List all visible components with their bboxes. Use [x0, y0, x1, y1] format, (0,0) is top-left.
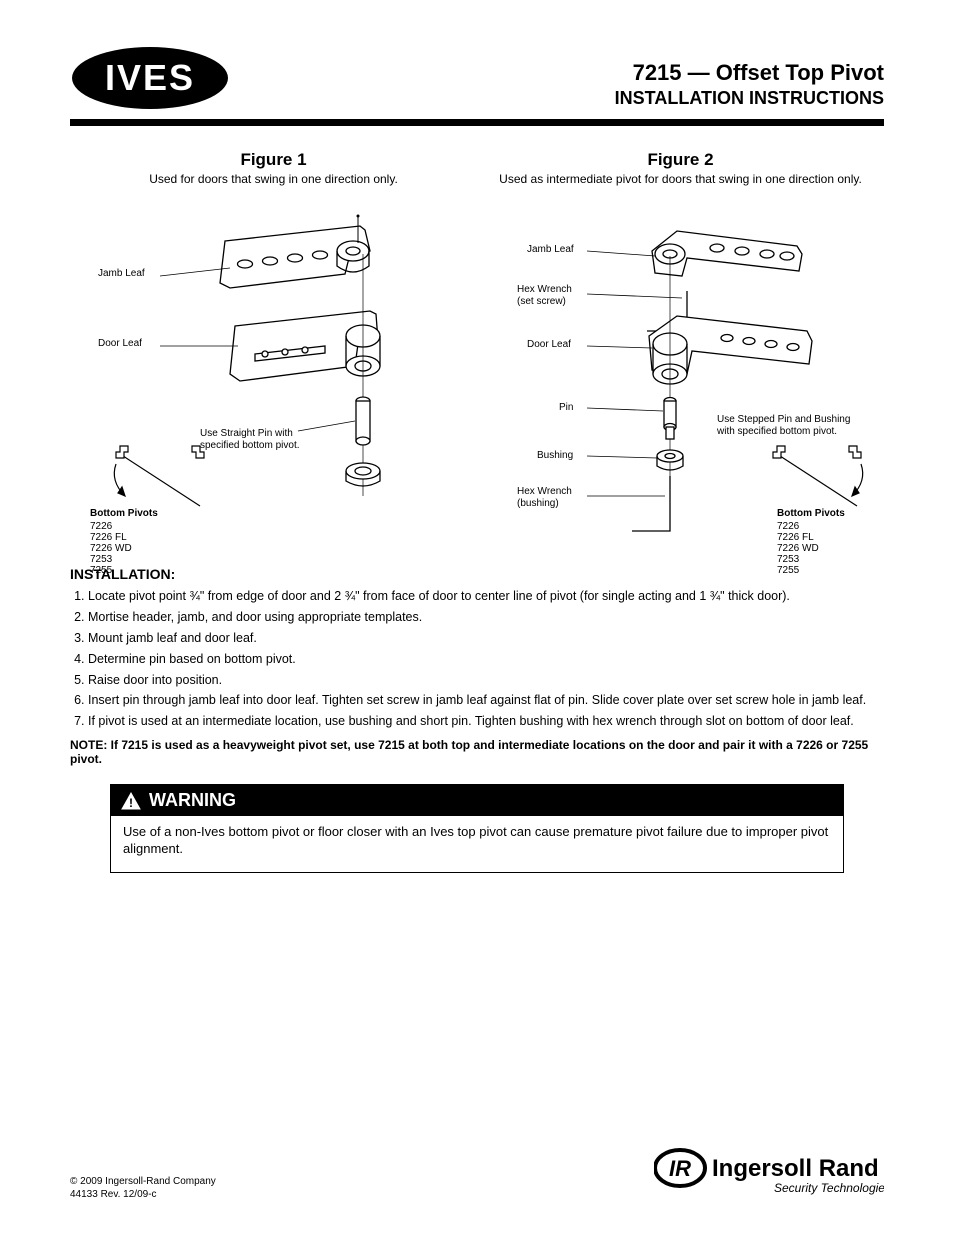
- fig2-pin-label: Pin: [559, 402, 573, 414]
- figure2-desc: Used as intermediate pivot for doors tha…: [477, 172, 884, 186]
- install-step: Determine pin based on bottom pivot.: [88, 651, 884, 668]
- figure1-diagram: Jamb Leaf Door Leaf Use Straight Pin wit…: [70, 196, 477, 556]
- fig2-door-label: Door Leaf: [527, 339, 571, 351]
- fig1-bottom-list: 7226 7226 FL 7226 WD 7253 7255: [90, 521, 132, 576]
- svg-text:IR: IR: [669, 1156, 691, 1181]
- footer-code: 44133 Rev. 12/09-c: [70, 1188, 216, 1201]
- ingersoll-rand-logo: IR Ingersoll Rand Security Technologies: [654, 1146, 884, 1201]
- warning-header: ! WARNING: [111, 785, 843, 816]
- figure2-title: Figure 2: [477, 150, 884, 170]
- header-rule: [70, 119, 884, 126]
- installation-steps: Locate pivot point ¾" from edge of door …: [70, 588, 884, 730]
- install-step: Mount jamb leaf and door leaf.: [88, 630, 884, 647]
- warning-body: Use of a non-Ives bottom pivot or floor …: [111, 816, 843, 872]
- install-step: Insert pin through jamb leaf into door l…: [88, 692, 884, 709]
- doc-subtitle: INSTALLATION INSTRUCTIONS: [250, 88, 884, 109]
- footer: © 2009 Ingersoll-Rand Company 44133 Rev.…: [70, 1146, 884, 1201]
- figure-headers: Figure 1 Used for doors that swing in on…: [70, 150, 884, 186]
- fig1-door-label: Door Leaf: [98, 338, 142, 350]
- figure2-diagram: Jamb Leaf Hex Wrench (set screw) Door Le…: [477, 196, 884, 556]
- install-step: Raise door into position.: [88, 672, 884, 689]
- fig2-bottom-label: Bottom Pivots: [777, 508, 845, 520]
- fig2-bottom-list: 7226 7226 FL 7226 WD 7253 7255: [777, 521, 819, 576]
- fig2-bushing-label: Bushing: [537, 450, 573, 462]
- warning-triangle-icon: !: [121, 792, 141, 810]
- installation-heading: INSTALLATION:: [70, 566, 884, 582]
- installation-section: INSTALLATION: Locate pivot point ¾" from…: [70, 566, 884, 766]
- install-step: Locate pivot point ¾" from edge of door …: [88, 588, 884, 605]
- warning-label: WARNING: [149, 790, 236, 811]
- install-step: If pivot is used at an intermediate loca…: [88, 713, 884, 730]
- fig2-jamb-label: Jamb Leaf: [527, 244, 574, 256]
- fig2-wrench2-label: Hex Wrench (bushing): [517, 486, 572, 509]
- figure1-desc: Used for doors that swing in one directi…: [70, 172, 477, 186]
- diagrams-row: Jamb Leaf Door Leaf Use Straight Pin wit…: [70, 196, 884, 556]
- svg-text:Security Technologies: Security Technologies: [774, 1181, 884, 1195]
- svg-text:Ingersoll Rand: Ingersoll Rand: [712, 1155, 879, 1182]
- ives-logo-text: IVES: [105, 57, 195, 98]
- ives-logo: IVES: [70, 45, 230, 111]
- fig1-jamb-label: Jamb Leaf: [98, 268, 145, 280]
- fig2-wrench-label: Hex Wrench (set screw): [517, 284, 572, 307]
- installation-note: NOTE: If 7215 is used as a heavyweight p…: [70, 738, 884, 766]
- fig1-bottom-label: Bottom Pivots: [90, 508, 158, 520]
- fig2-side-note: Use Stepped Pin and Bushing with specifi…: [717, 414, 850, 437]
- doc-title: 7215 — Offset Top Pivot: [250, 60, 884, 86]
- fig1-pin-note: Use Straight Pin with specified bottom p…: [200, 428, 300, 451]
- header: IVES 7215 — Offset Top Pivot INSTALLATIO…: [70, 45, 884, 111]
- warning-box: ! WARNING Use of a non-Ives bottom pivot…: [110, 784, 844, 873]
- footer-copyright: © 2009 Ingersoll-Rand Company: [70, 1175, 216, 1188]
- figure1-title: Figure 1: [70, 150, 477, 170]
- install-step: Mortise header, jamb, and door using app…: [88, 609, 884, 626]
- svg-text:!: !: [129, 796, 133, 810]
